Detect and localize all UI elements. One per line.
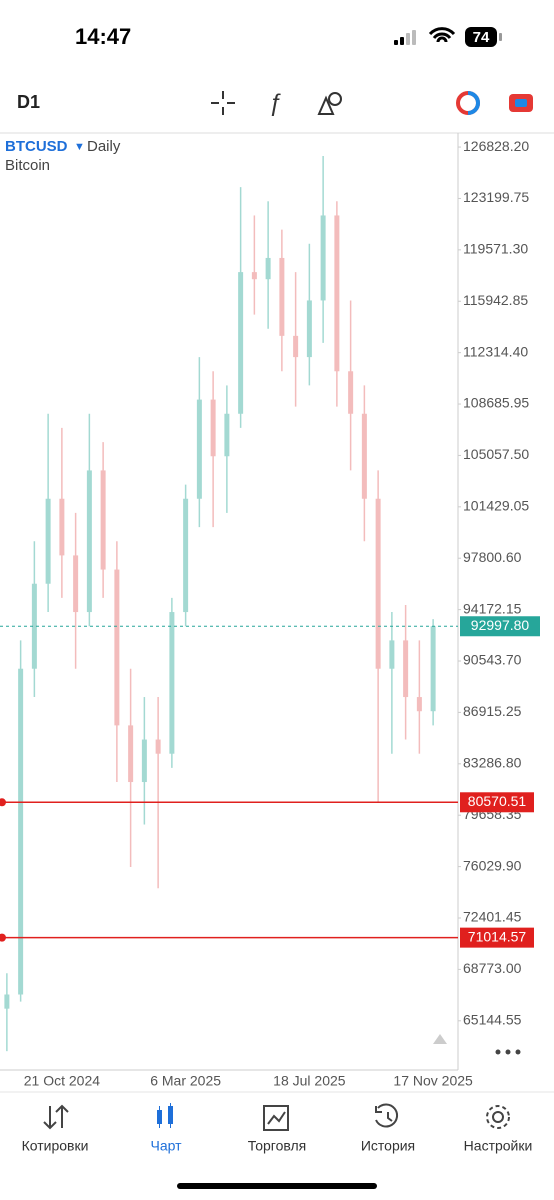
- candle-body: [361, 413, 367, 499]
- candle-body: [196, 399, 202, 499]
- candle-body: [416, 697, 422, 712]
- candle-body: [348, 371, 354, 414]
- candle-body: [4, 994, 10, 1009]
- y-tick-label: 90543.70: [463, 652, 522, 668]
- trade-tab-icon: [263, 1105, 289, 1131]
- candle-body: [31, 583, 37, 669]
- history-icon: [375, 1103, 399, 1128]
- account-icon[interactable]: [456, 91, 480, 115]
- y-tick-label: 108685.95: [463, 395, 529, 411]
- tab-label[interactable]: Чарт: [150, 1138, 182, 1154]
- candle-body: [114, 569, 120, 726]
- level-label: 71014.57: [468, 928, 527, 944]
- candle-body: [238, 272, 244, 414]
- y-tick-label: 101429.05: [463, 498, 529, 514]
- candle-body: [320, 215, 326, 301]
- current-price-tag: [460, 616, 540, 637]
- tab-icons: [43, 1103, 510, 1131]
- candle-body: [265, 257, 271, 280]
- scroll-arrow[interactable]: [433, 1034, 447, 1044]
- signal-icon: [394, 30, 416, 45]
- indicator-icon[interactable]: ƒ: [268, 89, 281, 116]
- candle-body: [375, 498, 381, 669]
- candle-body: [334, 215, 340, 372]
- y-tick-label: 115942.85: [463, 292, 528, 308]
- current-price-label: 92997.80: [471, 617, 530, 633]
- tab-label[interactable]: Котировки: [22, 1138, 89, 1154]
- y-tick-label: 65144.55: [463, 1011, 522, 1027]
- candle-body: [210, 399, 216, 457]
- level-handle[interactable]: [0, 798, 6, 807]
- candle-body: [251, 272, 257, 280]
- plot: 126828.20 123199.75 119571.30 115942.85 1123…: [0, 138, 540, 1089]
- y-tick-label: 123199.75: [463, 189, 529, 205]
- status-time: 14:47: [75, 24, 131, 49]
- candle-body: [86, 470, 92, 613]
- crosshair-icon[interactable]: [211, 91, 235, 115]
- candle-body: [183, 498, 189, 613]
- tab-label[interactable]: Настройки: [464, 1138, 533, 1154]
- description: Bitcoin: [5, 157, 50, 174]
- y-tick-label: 112314.40: [463, 343, 528, 359]
- candle-body: [155, 739, 161, 754]
- candle-body: [403, 640, 409, 698]
- wifi-icon: [428, 27, 456, 43]
- symbol-dropdown[interactable]: ▼: [74, 141, 85, 153]
- y-tick-label: 97800.60: [463, 549, 522, 565]
- level-handle[interactable]: [0, 933, 6, 942]
- tab-label[interactable]: Торговля: [248, 1138, 306, 1154]
- candle-body: [279, 257, 285, 336]
- home-indicator: [177, 1183, 377, 1189]
- more-icon[interactable]: [495, 1049, 521, 1055]
- level-label: 80570.51: [468, 793, 527, 809]
- candle-body: [128, 725, 134, 783]
- candle-body: [141, 739, 147, 783]
- objects-icon[interactable]: [317, 92, 342, 115]
- candle-body: [73, 555, 79, 613]
- battery-level: 74: [473, 29, 490, 46]
- x-tick-label: 21 Oct 2024: [24, 1073, 100, 1089]
- y-tick-label: 83286.80: [463, 755, 522, 771]
- battery-icon: [465, 27, 497, 47]
- level-tag: [460, 927, 534, 948]
- y-tick-label: 72401.45: [463, 909, 522, 925]
- candle-body: [18, 668, 24, 995]
- y-tick-label: 94172.15: [463, 600, 522, 616]
- y-tick-label: 68773.00: [463, 960, 522, 976]
- settings-gear: [486, 1105, 510, 1129]
- symbol[interactable]: BTCUSD: [5, 138, 68, 155]
- chart-tab-icon: [157, 1103, 173, 1128]
- candle-body: [100, 470, 106, 570]
- candle-body: [169, 612, 175, 754]
- period: Daily: [87, 138, 121, 155]
- quotes-icon: [43, 1104, 69, 1130]
- y-tick-label: 76029.90: [463, 857, 522, 873]
- y-tick-label: 86915.25: [463, 703, 522, 719]
- x-tick-label: 18 Jul 2025: [273, 1073, 346, 1089]
- y-tick-label: 126828.20: [463, 138, 529, 154]
- candle-body: [306, 300, 312, 358]
- candle-body: [59, 498, 65, 556]
- battery-tip: [499, 33, 502, 41]
- trade-icon[interactable]: [509, 94, 533, 112]
- tab-bar: Котировки Чарт Торговля История Настройки: [22, 1138, 533, 1154]
- x-tick-label: 17 Nov 2025: [393, 1073, 473, 1089]
- level-tag: [460, 792, 534, 813]
- candle-body: [45, 498, 51, 584]
- timeframe[interactable]: D1: [17, 92, 40, 112]
- candle-body: [389, 640, 395, 669]
- settings-icon: [492, 1111, 504, 1123]
- x-tick-label: 6 Mar 2025: [150, 1073, 221, 1089]
- tab-label[interactable]: История: [361, 1138, 415, 1154]
- y-tick-label: 119571.30: [463, 241, 528, 257]
- y-tick-label: 105057.50: [463, 446, 529, 462]
- candle-body: [293, 335, 299, 358]
- candle-body: [430, 626, 436, 712]
- candle-body: [224, 413, 230, 457]
